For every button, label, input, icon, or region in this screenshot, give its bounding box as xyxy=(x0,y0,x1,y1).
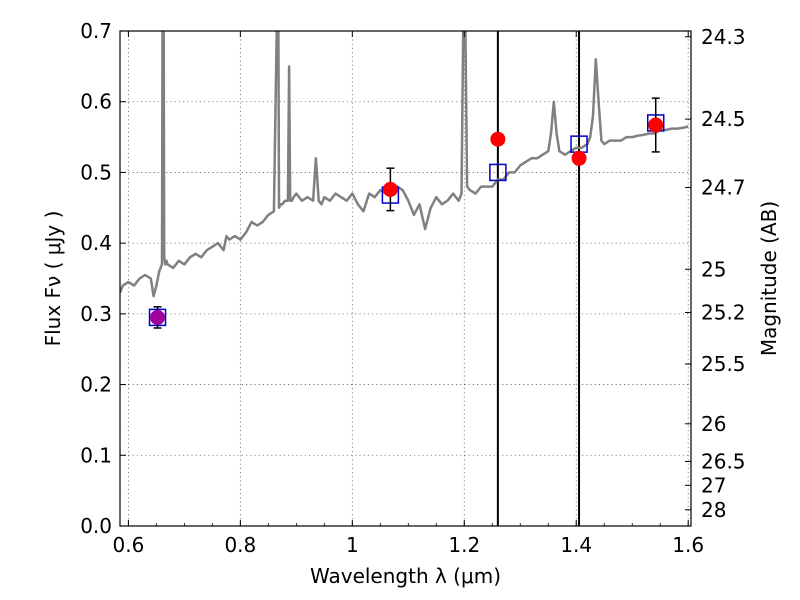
y-tick-label: 0.3 xyxy=(80,302,112,326)
y-tick-label: 0.2 xyxy=(80,373,112,397)
data-points xyxy=(148,97,665,329)
right-axis-label: Magnitude (AB) xyxy=(757,201,781,356)
y-tick-label: 0.4 xyxy=(80,231,112,255)
x-axis-label: Wavelength λ (μm) xyxy=(310,564,501,588)
plot-frame xyxy=(119,30,692,527)
mag-tick-label: 24.5 xyxy=(701,107,746,131)
mag-tick-label: 26 xyxy=(701,412,726,436)
y-tick-label: 0.6 xyxy=(80,90,112,114)
x-tick-label: 0.8 xyxy=(224,533,256,557)
mag-tick-label: 26.5 xyxy=(701,450,746,474)
observed-point xyxy=(490,131,506,147)
y-tick-label: 0.5 xyxy=(80,160,112,184)
grid xyxy=(120,30,691,527)
x-tick-label: 1.4 xyxy=(560,533,592,557)
mag-tick-label: 24.7 xyxy=(701,176,746,200)
model-square xyxy=(489,163,507,182)
ticks: 0.6 0.8 1 1.2 1.4 1.6 0.0 0.1 0.2 0.3 0.4 0.5 0.6 0.7… xyxy=(80,19,745,557)
observed-point xyxy=(571,150,587,166)
spectrum-line xyxy=(120,31,689,298)
observed-point xyxy=(648,117,664,133)
y-axis-label: Flux Fν ( μJy ) xyxy=(41,211,65,347)
vertical-lines xyxy=(496,31,581,526)
mag-tick-label: 25.2 xyxy=(701,300,746,324)
mag-tick-label: 24.3 xyxy=(701,25,746,49)
x-tick-label: 1.2 xyxy=(448,533,480,557)
y-tick-label: 0.0 xyxy=(80,514,112,538)
x-tick-label: 1 xyxy=(346,533,359,557)
observed-point xyxy=(382,181,398,197)
y-tick-label: 0.7 xyxy=(80,19,112,43)
x-tick-label: 1.6 xyxy=(672,533,704,557)
mag-tick-label: 25 xyxy=(701,257,726,281)
mag-tick-label: 28 xyxy=(701,498,726,522)
observed-point xyxy=(150,309,166,325)
y-tick-label: 0.1 xyxy=(80,443,112,467)
x-tick-label: 0.6 xyxy=(112,533,144,557)
mag-tick-label: 27 xyxy=(701,473,726,497)
mag-tick-label: 25.5 xyxy=(701,352,746,376)
spectrum xyxy=(120,31,689,298)
